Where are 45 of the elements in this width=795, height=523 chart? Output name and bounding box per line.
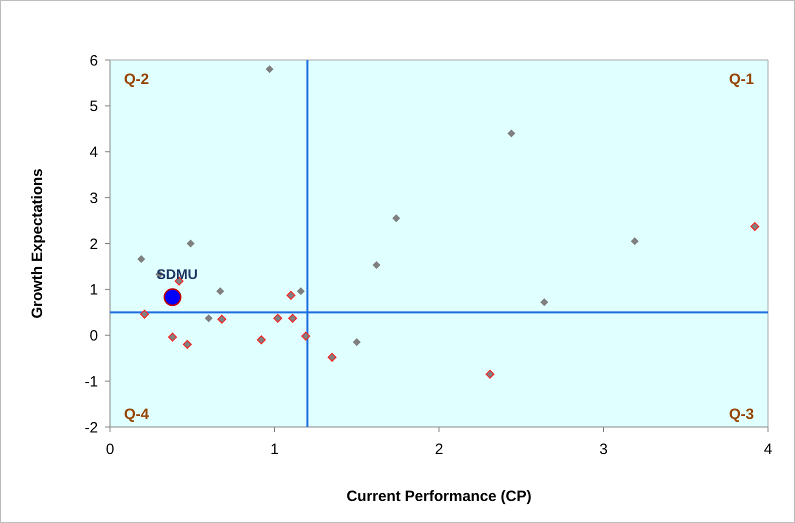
- point: [266, 65, 274, 74]
- point: [301, 332, 310, 341]
- point: [540, 298, 548, 306]
- y-tick-label: 1: [90, 282, 98, 299]
- point: [140, 310, 150, 319]
- point: [352, 338, 361, 346]
- point: [168, 332, 177, 342]
- annotation: Q-1: [728, 71, 754, 88]
- x-tick-label: 1: [270, 441, 279, 458]
- x-axis-title: Current Performance (CP): [346, 488, 532, 505]
- y-tick-label: 2: [90, 236, 98, 253]
- point: [182, 340, 192, 349]
- point: [204, 314, 213, 322]
- point: [507, 129, 516, 138]
- point: [328, 352, 337, 362]
- point: [164, 288, 182, 306]
- y-tick-label: 5: [90, 98, 98, 116]
- annotation: Q-2: [124, 71, 150, 88]
- point: [273, 314, 282, 323]
- point: [186, 240, 195, 248]
- point: [286, 290, 296, 300]
- point: [372, 261, 380, 270]
- x-tick-label: 0: [106, 441, 114, 458]
- x-tick-label: 4: [764, 441, 772, 458]
- y-tick-label: 0: [90, 328, 98, 344]
- point: [137, 255, 146, 264]
- annotation: Q-4: [124, 406, 150, 423]
- y-tick-label: -2: [84, 419, 98, 436]
- point: [392, 214, 400, 222]
- point: [288, 314, 298, 323]
- point: [216, 287, 224, 296]
- y-tick-label: 4: [90, 144, 98, 161]
- point: [256, 335, 266, 344]
- point: [217, 314, 226, 324]
- annotation: Q-3: [728, 406, 754, 423]
- y-tick-label: 6: [90, 52, 98, 70]
- x-tick-label: 3: [599, 441, 608, 458]
- point: [750, 222, 760, 231]
- y-axis-title: Growth Expectations: [29, 168, 46, 319]
- point: [630, 237, 639, 246]
- y-tick-label: -1: [84, 373, 98, 390]
- point: [296, 287, 305, 296]
- point: [486, 370, 494, 379]
- x-tick-label: 2: [434, 441, 444, 458]
- y-tick-label: 3: [90, 190, 98, 207]
